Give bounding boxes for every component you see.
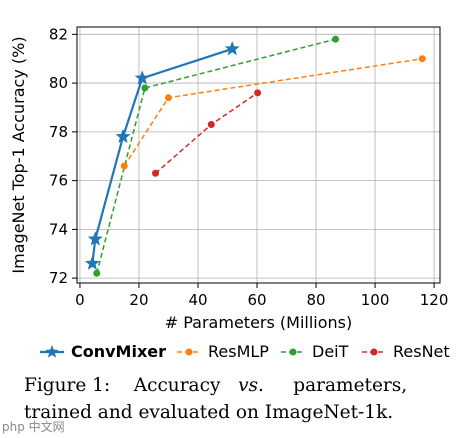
legend-item-resmlp: ResMLP [177, 342, 269, 361]
data-point-resmlp [418, 55, 426, 63]
caption-text: trained and evaluated on ImageNet-1k. [24, 402, 394, 423]
x-tick-label: 120 [420, 291, 449, 309]
data-point-convmixer [84, 255, 100, 270]
data-point-resnet [207, 121, 215, 129]
series-line-deit [96, 38, 336, 274]
data-point-convmixer [115, 128, 131, 144]
legend-item-convmixer: ConvMixer [40, 342, 166, 361]
y-tick-label: 82 [49, 25, 68, 43]
axis-ticks: 0 20 40 60 80 100 120 72 74 76 78 80 82 [49, 25, 449, 309]
y-tick-label: 76 [49, 172, 68, 190]
grid-lines [77, 27, 440, 283]
data-point-resmlp [120, 162, 128, 170]
y-tick-label: 78 [49, 123, 68, 141]
legend-marker-resmlp [185, 348, 193, 356]
x-tick-label: 20 [129, 291, 148, 309]
legend: ConvMixer ResMLP DeiT ResNet [40, 342, 450, 361]
data-point-convmixer [224, 41, 240, 56]
series-line-resnet [155, 92, 259, 174]
legend-label-deit: DeiT [312, 342, 349, 361]
data-point-convmixer [134, 70, 150, 85]
legend-marker-deit [289, 348, 297, 356]
series-deit [93, 35, 340, 277]
y-tick-label: 74 [49, 220, 68, 238]
data-point-deit [93, 269, 101, 277]
y-tick-label: 80 [49, 74, 68, 92]
series-convmixer [84, 41, 240, 270]
caption-text: Accuracy [133, 375, 221, 396]
legend-label-resnet: ResNet [393, 342, 450, 361]
series-line-resmlp [123, 57, 423, 167]
x-tick-label: 100 [361, 291, 390, 309]
x-tick-label: 80 [307, 291, 326, 309]
caption-text: parameters, [293, 375, 408, 396]
x-tick-label: 0 [75, 291, 85, 309]
data-point-deit [141, 84, 149, 92]
caption-figure-number: Figure 1: [24, 375, 111, 396]
data-point-resnet [254, 89, 262, 97]
legend-item-resnet: ResNet [362, 342, 450, 361]
watermark-logo: php 中文网 [2, 420, 65, 434]
data-point-resmlp [164, 94, 172, 102]
data-point-deit [332, 35, 340, 43]
x-tick-label: 60 [247, 291, 266, 309]
legend-label-resmlp: ResMLP [208, 342, 269, 361]
figure-caption: Figure 1: Accuracy vs. parameters, train… [24, 372, 444, 426]
data-point-convmixer [87, 231, 103, 246]
caption-italic-vs: vs. [238, 375, 264, 396]
x-tick-label: 40 [188, 291, 207, 309]
legend-item-deit: DeiT [281, 342, 349, 361]
data-point-resnet [152, 169, 160, 177]
y-tick-label: 72 [49, 269, 68, 287]
series-resnet [152, 89, 262, 177]
y-axis-label: ImageNet Top-1 Accuracy (%) [9, 36, 28, 273]
plot-area [76, 26, 441, 284]
series-line-convmixer [91, 47, 233, 264]
legend-marker-convmixer [45, 345, 59, 358]
x-axis-label: # Parameters (Millions) [165, 313, 353, 332]
series-group [84, 35, 426, 277]
legend-label-convmixer: ConvMixer [71, 342, 166, 361]
chart: 0 20 40 60 80 100 120 72 74 76 78 80 82 # Parameters… [9, 25, 450, 361]
legend-marker-resnet [370, 348, 378, 356]
series-resmlp [120, 55, 426, 170]
